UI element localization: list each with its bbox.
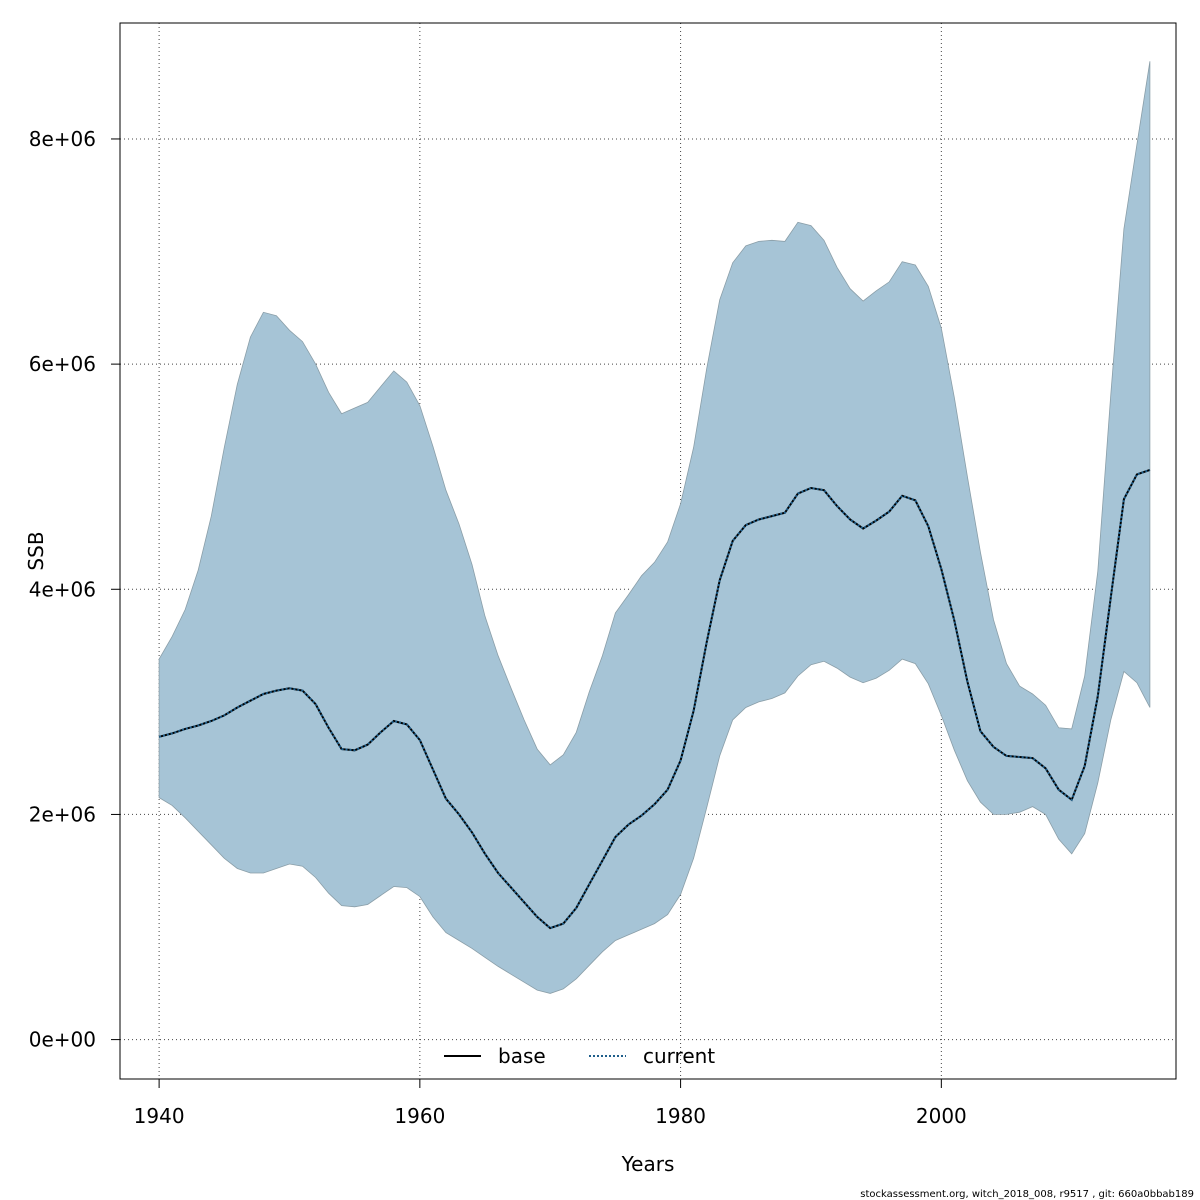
legend-label-current: current <box>643 1044 715 1068</box>
footer-credit: stockassessment.org, witch_2018_008, r95… <box>860 1189 1194 1200</box>
y-tick-label: 0e+00 <box>29 1028 96 1052</box>
confidence-band-layer <box>158 61 1151 994</box>
x-axis-title: Years <box>621 1152 675 1176</box>
x-tick-label: 2000 <box>916 1104 967 1128</box>
plot-frame <box>119 22 1177 1080</box>
series-line-layer <box>158 468 1151 930</box>
confidence-band <box>158 61 1151 994</box>
axis-ticks-layer: 1940 1960 1980 2000 0e+00 2e+06 4e+06 6e+06 8e+0… <box>29 127 967 1128</box>
y-axis-title: SSB <box>24 531 48 570</box>
y-tick-label: 6e+06 <box>29 352 96 376</box>
x-tick-label: 1980 <box>655 1104 706 1128</box>
y-tick-label: 4e+06 <box>29 577 96 601</box>
series-line-current <box>158 468 1151 930</box>
x-tick-label: 1960 <box>394 1104 445 1128</box>
y-tick-label: 8e+06 <box>29 127 96 151</box>
legend-label-base: base <box>498 1044 546 1068</box>
y-tick-label: 2e+06 <box>29 802 96 826</box>
x-tick-label: 1940 <box>134 1104 185 1128</box>
legend: base current <box>444 1044 715 1068</box>
